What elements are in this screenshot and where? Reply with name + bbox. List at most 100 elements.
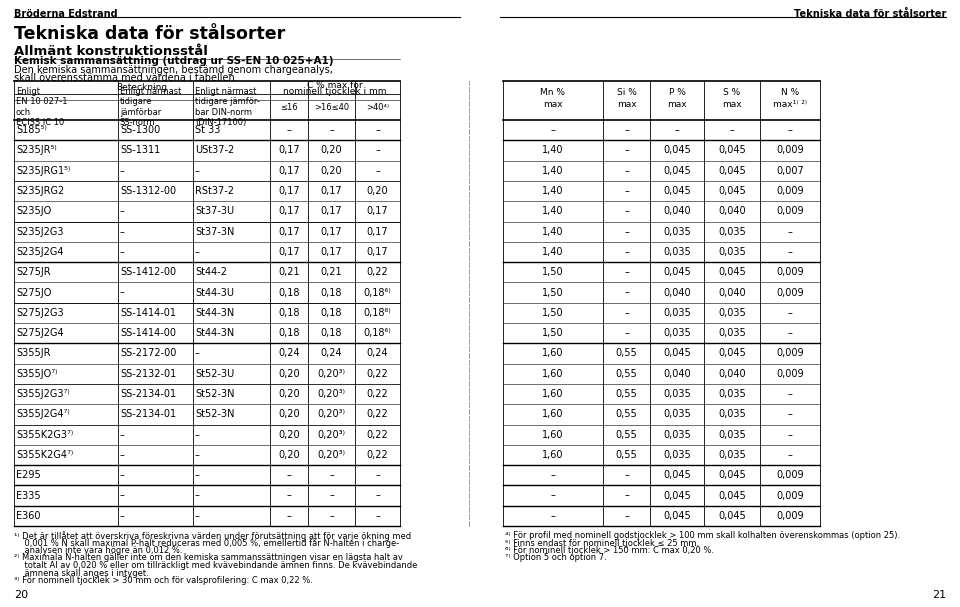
Text: 0,17: 0,17	[278, 186, 300, 196]
Text: 0,17: 0,17	[278, 206, 300, 216]
Text: 0,035: 0,035	[718, 450, 746, 460]
Text: E295: E295	[16, 470, 40, 480]
Text: –: –	[329, 470, 334, 480]
Text: 0,24: 0,24	[278, 348, 300, 359]
Text: analysen inte vara högre än 0,012 %.: analysen inte vara högre än 0,012 %.	[14, 546, 182, 555]
Text: –: –	[195, 511, 200, 521]
Text: S %
max: S % max	[722, 89, 742, 109]
Text: S235J2G4: S235J2G4	[16, 247, 63, 257]
Text: 0,20³⁾: 0,20³⁾	[318, 368, 346, 379]
Text: S355K2G4⁷⁾: S355K2G4⁷⁾	[16, 450, 73, 460]
Text: 1,50: 1,50	[542, 308, 564, 318]
Text: 0,045: 0,045	[718, 166, 746, 176]
Text: –: –	[195, 247, 200, 257]
Text: S235JO: S235JO	[16, 206, 51, 216]
Text: S235JRG2: S235JRG2	[16, 186, 64, 196]
Text: S185⁵⁾: S185⁵⁾	[16, 125, 47, 135]
Text: S235J2G3: S235J2G3	[16, 226, 63, 237]
Text: 0,22: 0,22	[367, 409, 389, 419]
Text: St44-2: St44-2	[195, 267, 227, 277]
Text: 1,40: 1,40	[542, 166, 564, 176]
Text: 1,60: 1,60	[542, 389, 564, 399]
Text: 0,045: 0,045	[718, 511, 746, 521]
Text: C % max för: C % max för	[307, 81, 363, 90]
Text: St37-3N: St37-3N	[195, 226, 234, 237]
Text: –: –	[787, 389, 792, 399]
Text: 0,18: 0,18	[321, 308, 343, 318]
Text: –: –	[730, 125, 734, 135]
Text: SS-1300: SS-1300	[120, 125, 160, 135]
Text: 0,20³⁾: 0,20³⁾	[318, 389, 346, 399]
Text: –: –	[120, 288, 125, 297]
Text: –: –	[287, 511, 292, 521]
Text: 0,18: 0,18	[278, 288, 300, 297]
Text: 0,045: 0,045	[718, 186, 746, 196]
Text: ⁶⁾ För nominell tjocklek > 150 mm: C max 0,20 %.: ⁶⁾ För nominell tjocklek > 150 mm: C max…	[505, 546, 714, 555]
Text: Tekniska data för stålsorter: Tekniska data för stålsorter	[14, 25, 285, 43]
Text: 0,18: 0,18	[321, 288, 343, 297]
Text: –: –	[624, 186, 629, 196]
Text: ämnena skall anges i intyget.: ämnena skall anges i intyget.	[14, 569, 149, 577]
Text: SS-1412-00: SS-1412-00	[120, 267, 176, 277]
Text: 0,18⁶⁾: 0,18⁶⁾	[364, 288, 392, 297]
Text: 1,40: 1,40	[542, 146, 564, 155]
Text: >16≤40: >16≤40	[314, 103, 349, 112]
Text: 0,009: 0,009	[777, 470, 804, 480]
Text: –: –	[787, 430, 792, 439]
Text: 0,17: 0,17	[321, 206, 343, 216]
Text: 0,009: 0,009	[777, 186, 804, 196]
Text: –: –	[375, 490, 380, 501]
Text: S355JR: S355JR	[16, 348, 51, 359]
Text: 1,60: 1,60	[542, 450, 564, 460]
Text: 0,040: 0,040	[718, 368, 746, 379]
Text: Enligt
EN 10 027-1
och
ECISS IC 10: Enligt EN 10 027-1 och ECISS IC 10	[16, 87, 67, 127]
Text: >40⁴⁾: >40⁴⁾	[366, 103, 389, 112]
Text: S275JR: S275JR	[16, 267, 51, 277]
Text: –: –	[329, 490, 334, 501]
Text: SS-1311: SS-1311	[120, 146, 160, 155]
Text: 0,18⁶⁾: 0,18⁶⁾	[364, 308, 392, 318]
Text: –: –	[624, 226, 629, 237]
Text: 0,035: 0,035	[663, 226, 691, 237]
Text: 0,20³⁾: 0,20³⁾	[318, 430, 346, 439]
Text: 1,50: 1,50	[542, 328, 564, 338]
Text: 0,17: 0,17	[278, 146, 300, 155]
Text: 1,60: 1,60	[542, 409, 564, 419]
Text: –: –	[675, 125, 680, 135]
Text: 0,17: 0,17	[278, 166, 300, 176]
Text: St44-3N: St44-3N	[195, 328, 234, 338]
Text: 1,40: 1,40	[542, 247, 564, 257]
Text: SS-2134-01: SS-2134-01	[120, 409, 176, 419]
Text: 0,20: 0,20	[321, 166, 343, 176]
Text: S275JO: S275JO	[16, 288, 52, 297]
Text: 0,20: 0,20	[321, 146, 343, 155]
Text: –: –	[120, 247, 125, 257]
Text: –: –	[624, 288, 629, 297]
Text: 0,040: 0,040	[663, 288, 691, 297]
Text: 0,20: 0,20	[278, 450, 300, 460]
Text: –: –	[375, 125, 380, 135]
Text: 0,045: 0,045	[663, 166, 691, 176]
Text: 0,045: 0,045	[718, 348, 746, 359]
Text: 0,045: 0,045	[663, 186, 691, 196]
Text: –: –	[787, 409, 792, 419]
Text: Enligt närmast
tidigare
jämförbar
SS-norm: Enligt närmast tidigare jämförbar SS-nor…	[120, 87, 181, 127]
Text: –: –	[624, 267, 629, 277]
Text: Si %
max: Si % max	[616, 89, 636, 109]
Text: –: –	[195, 490, 200, 501]
Text: 0,009: 0,009	[777, 368, 804, 379]
Text: –: –	[787, 328, 792, 338]
Text: S235JRG1⁵⁾: S235JRG1⁵⁾	[16, 166, 70, 176]
Text: ⁵⁾ Finns endast för nominell tjocklek ≤ 25 mm.: ⁵⁾ Finns endast för nominell tjocklek ≤ …	[505, 538, 699, 548]
Text: 0,18: 0,18	[278, 308, 300, 318]
Text: –: –	[195, 450, 200, 460]
Text: 0,035: 0,035	[663, 450, 691, 460]
Text: 0,22: 0,22	[367, 368, 389, 379]
Text: 0,17: 0,17	[278, 226, 300, 237]
Text: 0,045: 0,045	[663, 267, 691, 277]
Text: 0,55: 0,55	[615, 430, 637, 439]
Text: St44-3N: St44-3N	[195, 308, 234, 318]
Text: 0,045: 0,045	[663, 490, 691, 501]
Text: –: –	[287, 490, 292, 501]
Text: 21: 21	[932, 590, 946, 600]
